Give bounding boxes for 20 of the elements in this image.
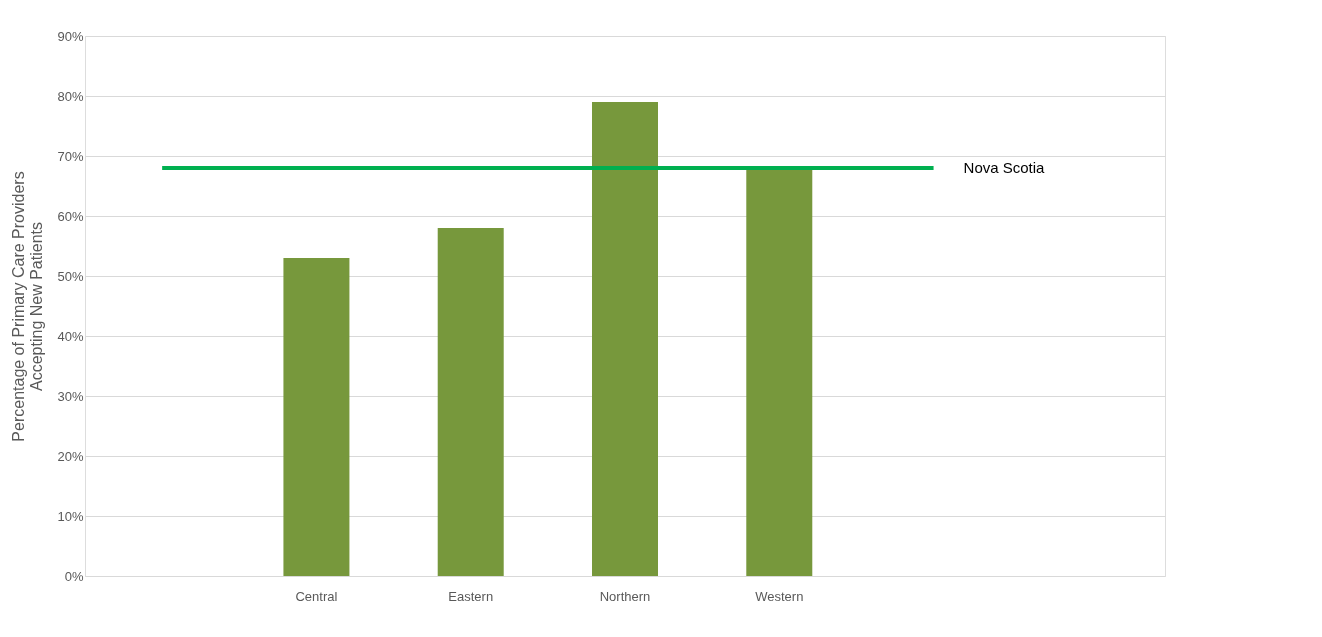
x-tick-label: Eastern <box>448 588 494 604</box>
y-tick-label: 10% <box>57 508 84 524</box>
bar <box>283 258 350 576</box>
y-tick-label: 50% <box>57 268 84 284</box>
bar <box>592 102 658 576</box>
bar <box>437 228 504 576</box>
y-tick-label: 60% <box>57 208 84 224</box>
x-tick-label: Central <box>295 588 338 604</box>
y-tick-label: 0% <box>64 568 84 584</box>
y-tick-label: 90% <box>57 28 84 44</box>
y-tick-label: 40% <box>57 328 84 344</box>
text: Nova Scotia <box>963 159 1046 176</box>
x-tick-label: Northern <box>599 588 651 604</box>
bar <box>746 168 813 576</box>
x-tick-label: Western <box>755 588 804 604</box>
y-tick-label: 70% <box>57 148 84 164</box>
y-tick-label: 20% <box>57 448 84 464</box>
y-axis-title: Percentage of Primary Care Providers Accepting New Patients <box>10 171 46 442</box>
y-tick-label: 80% <box>57 88 84 104</box>
y-tick-label: 30% <box>57 388 84 404</box>
